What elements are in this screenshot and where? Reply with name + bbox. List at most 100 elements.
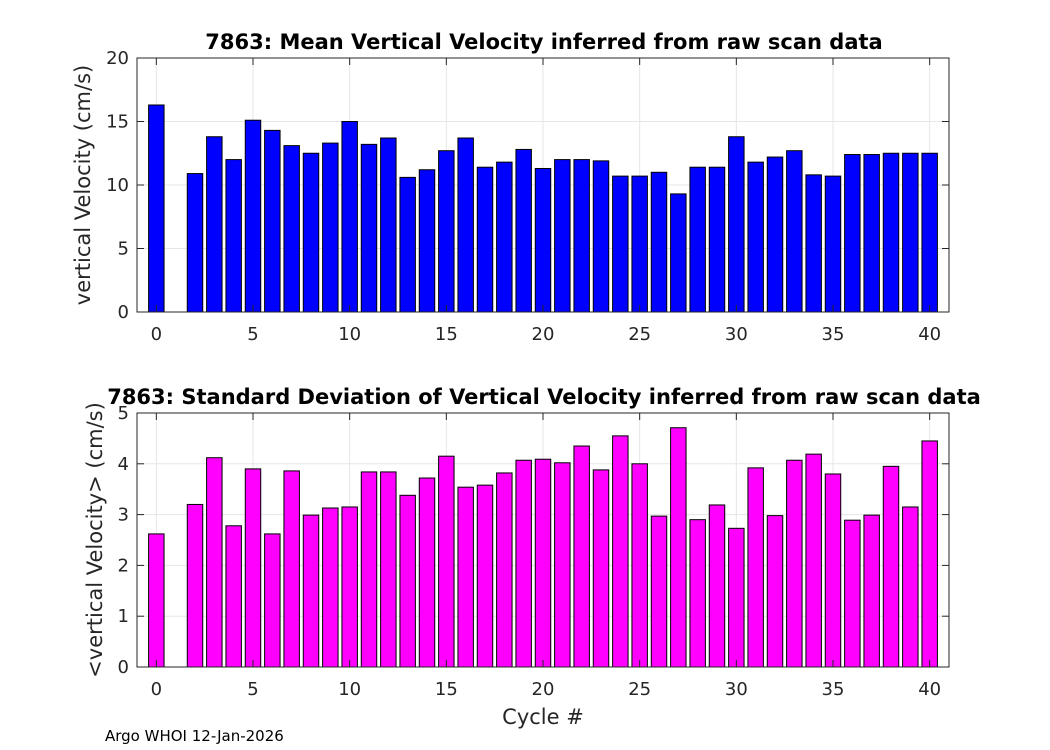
bar-cycle-36 [844, 154, 861, 313]
bar-cycle-7 [283, 145, 300, 313]
bar-cycle-19 [515, 148, 532, 313]
bar-cycle-0 [148, 533, 165, 668]
bar-cycle-11 [360, 471, 378, 668]
x-tick-label: 0 [151, 324, 162, 345]
bar-cycle-20 [534, 167, 552, 313]
bar-cycle-33 [786, 150, 803, 313]
bar-cycle-10 [341, 121, 358, 313]
bar-cycle-3 [206, 457, 223, 668]
bar-cycle-4 [225, 159, 242, 313]
bar-cycle-37 [863, 514, 880, 668]
x-tick-label: 40 [918, 324, 941, 345]
bar-cycle-17 [476, 166, 494, 313]
bar-cycle-22 [573, 159, 590, 313]
bar-cycle-12 [380, 137, 397, 313]
y-tick-label: 0 [118, 657, 129, 678]
bar-cycle-9 [322, 507, 339, 668]
bar-cycle-15 [438, 455, 455, 668]
bar-cycle-30 [728, 136, 745, 313]
bar-cycle-35 [824, 473, 842, 668]
std-velocity-chart: 7863: Standard Deviation of Vertical Vel… [83, 385, 981, 729]
y-tick-label: 0 [118, 302, 129, 323]
bar-cycle-2 [186, 173, 204, 313]
y-tick-label: 20 [106, 48, 129, 69]
bar-cycle-6 [264, 533, 281, 668]
x-tick-label: 10 [338, 324, 361, 345]
bar-cycle-20 [534, 458, 552, 668]
x-tick-label: 40 [918, 679, 941, 700]
y-axis-label: <vertical Velocity> (cm/s) [83, 402, 107, 678]
x-axis-label: Cycle # [502, 705, 584, 729]
bar-cycle-23 [592, 469, 610, 668]
bar-cycle-5 [244, 119, 262, 313]
x-tick-label: 15 [435, 679, 458, 700]
bar-cycle-8 [302, 514, 320, 668]
bar-cycle-34 [805, 174, 822, 313]
bar-cycle-16 [457, 137, 474, 313]
x-tick-label: 5 [247, 679, 258, 700]
bar-cycle-38 [882, 465, 900, 668]
bar-cycle-18 [496, 161, 513, 313]
bar-cycle-16 [457, 486, 474, 668]
bar-cycle-12 [380, 471, 397, 668]
bar-cycle-31 [747, 467, 764, 668]
bar-cycle-14 [418, 477, 436, 668]
x-tick-label: 25 [628, 324, 651, 345]
bar-cycle-25 [631, 463, 648, 668]
x-tick-label: 25 [628, 679, 651, 700]
x-tick-label: 15 [435, 324, 458, 345]
bar-cycle-17 [476, 484, 494, 668]
bar-cycle-24 [612, 435, 629, 668]
y-axis-label: vertical Velocity (cm/s) [71, 65, 95, 305]
bar-cycle-8 [302, 152, 320, 313]
bar-cycle-23 [592, 160, 610, 313]
bar-cycle-4 [225, 525, 242, 668]
bar-cycle-32 [766, 156, 784, 313]
bar-cycle-37 [863, 154, 880, 313]
bar-cycle-30 [728, 527, 745, 668]
bar-cycle-40 [921, 152, 938, 313]
y-tick-label: 3 [118, 505, 129, 526]
x-tick-label: 35 [822, 679, 845, 700]
y-tick-label: 2 [118, 555, 129, 576]
bar-cycle-28 [689, 519, 706, 668]
chart-title: 7863: Standard Deviation of Vertical Vel… [107, 385, 981, 409]
y-tick-label: 4 [118, 454, 129, 475]
bar-cycle-26 [650, 515, 668, 668]
bar-cycle-34 [805, 453, 822, 668]
chart-title: 7863: Mean Vertical Velocity inferred fr… [205, 30, 882, 54]
bar-cycle-3 [206, 136, 223, 313]
bar-cycle-11 [360, 143, 378, 313]
x-tick-label: 10 [338, 679, 361, 700]
bar-cycle-5 [244, 468, 262, 668]
bar-cycle-25 [631, 175, 648, 313]
bar-cycle-13 [399, 494, 416, 668]
x-tick-label: 5 [247, 324, 258, 345]
bar-cycle-13 [399, 176, 416, 313]
y-tick-label: 10 [106, 175, 129, 196]
bar-cycle-29 [708, 504, 726, 668]
bar-cycle-35 [824, 175, 842, 313]
bar-cycle-27 [670, 427, 687, 668]
bar-cycle-36 [844, 519, 861, 668]
bar-cycle-7 [283, 470, 300, 668]
bar-cycle-6 [264, 129, 281, 313]
bar-cycle-9 [322, 142, 339, 313]
bar-cycle-14 [418, 169, 436, 313]
bar-cycle-28 [689, 166, 706, 313]
bar-cycle-24 [612, 175, 629, 313]
bar-cycle-21 [554, 462, 571, 668]
y-tick-label: 15 [106, 112, 129, 133]
mean-velocity-chart: 7863: Mean Vertical Velocity inferred fr… [71, 30, 950, 345]
x-tick-label: 20 [532, 679, 555, 700]
bar-cycle-38 [882, 152, 900, 313]
x-tick-label: 30 [725, 679, 748, 700]
bar-cycle-29 [708, 166, 726, 313]
footer-credit: Argo WHOI 12-Jan-2026 [105, 727, 284, 745]
bar-cycle-27 [670, 193, 687, 313]
y-tick-label: 1 [118, 606, 129, 627]
bar-cycle-15 [438, 150, 455, 313]
y-tick-label: 5 [118, 239, 129, 260]
bar-cycle-2 [186, 503, 204, 668]
